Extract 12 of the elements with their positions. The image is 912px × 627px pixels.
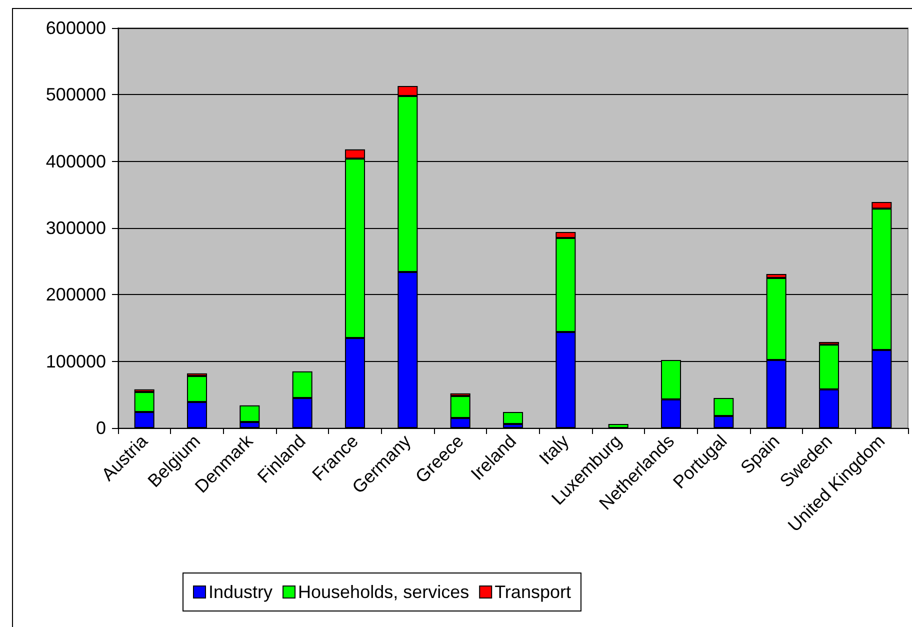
y-tick-label: 400000 xyxy=(46,151,106,172)
y-tick-label: 0 xyxy=(96,418,106,438)
y-tick-label: 200000 xyxy=(46,284,106,305)
bar xyxy=(608,424,628,428)
y-tick-label: 300000 xyxy=(46,218,106,238)
y-tick-label: 600000 xyxy=(46,18,106,38)
legend-label: Industry xyxy=(208,582,273,602)
y-tick-label: 100000 xyxy=(46,351,106,372)
bar xyxy=(502,412,524,424)
legend-label: Households, services xyxy=(298,582,470,602)
legend-label: Transport xyxy=(494,582,571,602)
y-tick-label: 500000 xyxy=(46,84,106,105)
